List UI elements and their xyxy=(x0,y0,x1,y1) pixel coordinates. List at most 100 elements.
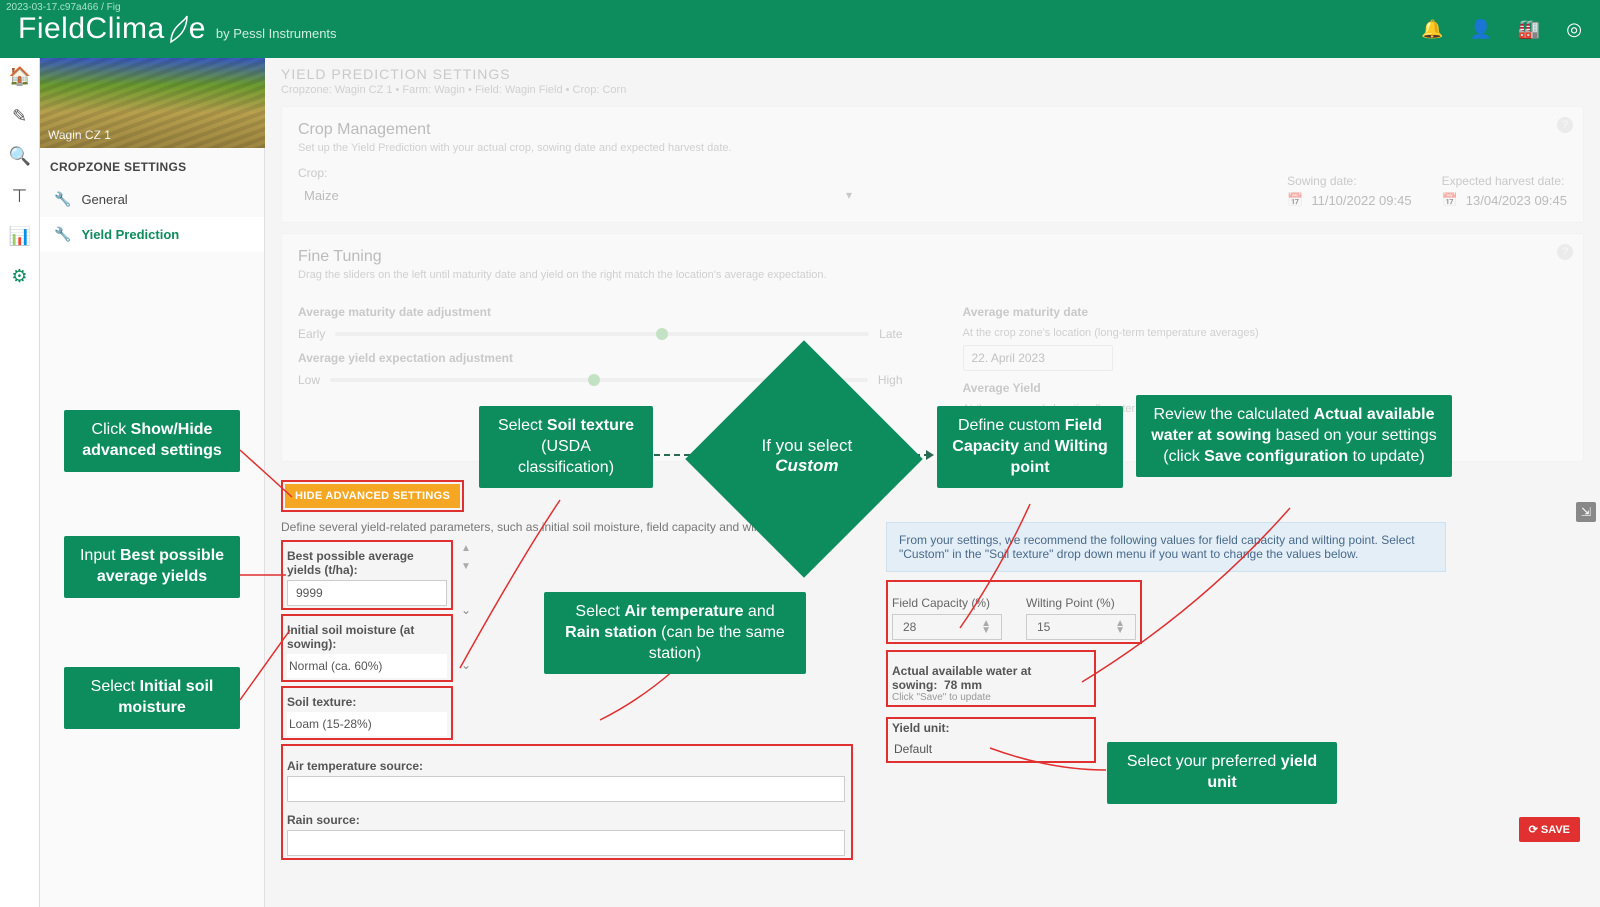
sidebar: Wagin CZ 1 CROPZONE SETTINGS 🔧 General 🔧… xyxy=(40,58,265,907)
card-subtext: Set up the Yield Prediction with your ac… xyxy=(298,142,1567,154)
wp-input[interactable]: 15 ▲▼ xyxy=(1026,614,1136,640)
stepper-icon: ▲▼ xyxy=(981,620,991,634)
maturity-adj-label: Average maturity date adjustment xyxy=(298,305,903,319)
topbar: 2023-03-17.c97a466 / Fig FieldClima e by… xyxy=(0,0,1600,58)
callout-fc-wp: Define custom Field Capacity and Wilting… xyxy=(937,406,1123,488)
sidebar-item-label: Yield Prediction xyxy=(81,227,179,242)
maturity-slider[interactable] xyxy=(335,332,869,336)
callout-stations: Select Air temperature and Rain station … xyxy=(544,592,806,674)
search-icon[interactable]: 🔍 xyxy=(9,146,31,168)
card-heading: Fine Tuning xyxy=(298,248,1567,266)
sidebar-item-yield-prediction[interactable]: 🔧 Yield Prediction xyxy=(40,217,264,252)
main-content: YIELD PREDICTION SETTINGS Cropzone: Wagi… xyxy=(265,58,1600,907)
sidebar-item-general[interactable]: 🔧 General xyxy=(40,182,264,217)
pin-icon[interactable]: ⊤ xyxy=(9,186,31,208)
brand: FieldClima e by Pessl Instruments xyxy=(18,12,337,46)
callout-aaw: Review the calculated Actual available w… xyxy=(1136,395,1452,477)
bpy-label: Best possible average yields (t/ha): xyxy=(287,544,447,580)
avg-maturity-label: Average maturity date xyxy=(963,305,1568,319)
ats-group: Air temperature source: xyxy=(287,754,847,802)
brand-text-a: FieldClima xyxy=(18,12,165,46)
chart-icon[interactable]: 📊 xyxy=(9,226,31,248)
target-icon[interactable]: ◎ xyxy=(1566,19,1582,40)
low-label: Low xyxy=(298,373,320,387)
callout-text: (can be the same station) xyxy=(649,624,785,662)
rs-input[interactable] xyxy=(287,830,845,856)
wp-label: Wilting Point (%) xyxy=(1026,596,1136,610)
late-label: Late xyxy=(879,327,902,341)
fc-input[interactable]: 28▲▼ xyxy=(892,614,1002,640)
callout-text: Rain station xyxy=(565,624,657,641)
sowing-label: Sowing date: xyxy=(1287,174,1411,188)
stepper-icon: ▲▼ xyxy=(1115,620,1125,634)
callout-text: Review the calculated xyxy=(1153,406,1313,423)
callout-soil-texture: Select Soil texture (USDA classification… xyxy=(479,406,653,488)
callout-text: Define custom xyxy=(958,417,1065,434)
field-image: Wagin CZ 1 xyxy=(40,58,265,148)
brand-logo: FieldClima e xyxy=(18,12,206,46)
harvest-value: 13/04/2023 09:45 xyxy=(1466,193,1567,208)
yunit-label: Yield unit: xyxy=(892,721,1090,735)
cropzone-name: Wagin CZ 1 xyxy=(48,128,111,142)
ats-input[interactable] xyxy=(287,776,845,802)
st-group: Soil texture: Loam (15-28%) xyxy=(281,686,453,740)
wrench-icon: 🔧 xyxy=(54,226,71,243)
crop-management-card: ? Crop Management Set up the Yield Predi… xyxy=(281,106,1584,223)
card-heading: Crop Management xyxy=(298,121,1567,139)
bpy-value: 9999 xyxy=(296,586,323,600)
hide-advanced-button[interactable]: HIDE ADVANCED SETTINGS xyxy=(285,484,460,508)
ism-label: Initial soil moisture (at sowing): xyxy=(287,618,447,654)
version-label: 2023-03-17.c97a466 / Fig xyxy=(6,2,121,13)
rs-label: Rain source: xyxy=(287,808,847,830)
bell-icon[interactable]: 🔔 xyxy=(1421,19,1443,40)
recommendation-infobox: From your settings, we recommend the fol… xyxy=(886,522,1446,572)
chevron-down-icon: ▾ xyxy=(846,188,852,203)
sidebar-item-label: General xyxy=(81,192,127,207)
st-select[interactable]: Loam (15-28%) xyxy=(287,712,447,736)
avg-maturity-value: 22. April 2023 xyxy=(963,345,1113,371)
callout-yield-unit: Select your preferred yield unit xyxy=(1107,742,1337,804)
stepper-icon: ▲▼ xyxy=(461,543,471,572)
crop-value: Maize xyxy=(304,188,339,203)
harvest-label: Expected harvest date: xyxy=(1442,174,1567,188)
aaw-row: Actual available water at sowing: 78 mm … xyxy=(892,664,1090,703)
calendar-icon: 📅 xyxy=(1442,192,1458,208)
leaf-icon xyxy=(167,14,189,44)
sidebar-heading: CROPZONE SETTINGS xyxy=(40,148,264,182)
crop-select[interactable]: Maize ▾ xyxy=(298,184,858,208)
home-icon[interactable]: 🏠 xyxy=(9,66,31,88)
callout-text: Select xyxy=(498,417,547,434)
st-label: Soil texture: xyxy=(287,690,447,712)
rs-group: Rain source: xyxy=(287,808,847,856)
farm-icon[interactable]: 🏭 xyxy=(1518,19,1540,40)
callout-text: Select xyxy=(575,603,624,620)
sowing-date[interactable]: 📅11/10/2022 09:45 xyxy=(1287,192,1411,208)
callout-text: to update) xyxy=(1348,448,1425,465)
chevron-down-icon: ⌄ xyxy=(461,658,471,672)
page-title: YIELD PREDICTION SETTINGS xyxy=(281,66,1584,82)
wp-value: 15 xyxy=(1037,620,1050,634)
brand-text-b: e xyxy=(189,12,206,46)
callout-bpy: Input Best possible average yields xyxy=(64,536,240,598)
help-icon[interactable]: ? xyxy=(1557,244,1573,260)
save-button[interactable]: ⟳ SAVE xyxy=(1519,817,1580,842)
callout-text: Air temperature xyxy=(624,603,743,620)
gear-icon[interactable]: ⚙ xyxy=(9,266,31,288)
user-icon[interactable]: 👤 xyxy=(1469,19,1491,40)
aaw-value: 78 mm xyxy=(944,678,982,692)
harvest-date[interactable]: 📅 13/04/2023 09:45 xyxy=(1442,192,1567,208)
callout-text: Select your preferred xyxy=(1127,753,1281,770)
callout-text: and xyxy=(743,603,774,620)
tools-icon[interactable]: ✎ xyxy=(9,106,31,128)
callout-text: If you select xyxy=(761,436,852,455)
expand-icon[interactable]: ⇲ xyxy=(1576,502,1596,522)
high-label: High xyxy=(878,373,903,387)
crop-label: Crop: xyxy=(298,166,1257,180)
ism-select[interactable]: Normal (ca. 60%) xyxy=(287,654,447,678)
ism-group: Initial soil moisture (at sowing): Norma… xyxy=(281,614,453,682)
callout-text: and xyxy=(1019,438,1055,455)
aaw-sub: Click "Save" to update xyxy=(892,692,1090,703)
help-icon[interactable]: ? xyxy=(1557,117,1573,133)
bpy-input[interactable]: 9999 xyxy=(287,580,447,606)
sowing-value: 11/10/2022 09:45 xyxy=(1311,193,1411,208)
